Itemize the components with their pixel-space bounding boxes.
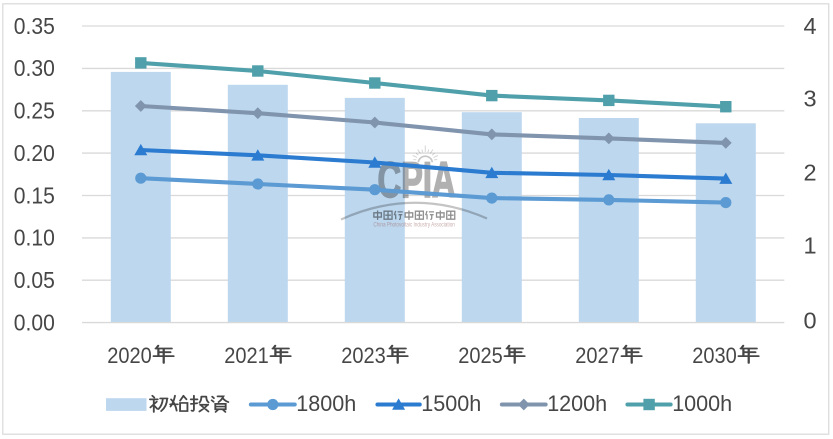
svg-text:2027: 2027 — [575, 343, 620, 368]
svg-text:1: 1 — [803, 232, 816, 258]
svg-text:0.05: 0.05 — [14, 267, 55, 293]
svg-text:0.10: 0.10 — [14, 225, 55, 251]
svg-text:0.20: 0.20 — [14, 140, 55, 166]
svg-text:2020: 2020 — [107, 343, 152, 368]
svg-text:1800h: 1800h — [296, 391, 356, 416]
svg-text:2025: 2025 — [458, 343, 503, 368]
svg-text:2: 2 — [803, 159, 816, 185]
svg-text:2021: 2021 — [224, 343, 268, 368]
svg-text:0: 0 — [803, 308, 816, 334]
svg-text:0.00: 0.00 — [14, 309, 55, 335]
svg-text:1200h: 1200h — [547, 391, 607, 416]
svg-text:0.15: 0.15 — [14, 182, 55, 208]
svg-text:1000h: 1000h — [672, 391, 732, 416]
svg-text:0.25: 0.25 — [14, 98, 55, 124]
svg-text:2023: 2023 — [341, 343, 386, 368]
svg-text:0.35: 0.35 — [14, 13, 55, 39]
svg-text:1500h: 1500h — [421, 391, 481, 416]
svg-text:4: 4 — [803, 13, 816, 39]
svg-text:China Photovoltaic Industry As: China Photovoltaic Industry Association — [373, 222, 455, 229]
svg-text:2030: 2030 — [692, 343, 737, 368]
svg-text:CPIA: CPIA — [378, 152, 456, 208]
svg-text:3: 3 — [803, 86, 816, 112]
svg-text:0.30: 0.30 — [14, 55, 55, 81]
